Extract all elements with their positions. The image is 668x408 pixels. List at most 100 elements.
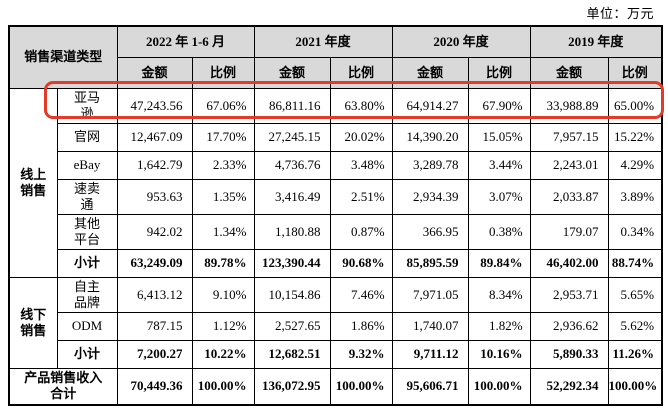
amount-cell: 64,914.27 [391, 88, 469, 124]
amount-cell: 85,895.59 [391, 249, 469, 278]
subtotal-label: 小计 [56, 249, 118, 278]
amount-cell: 2,936.62 [529, 312, 609, 341]
header-period-2022: 2022 年 1-6 月 [116, 25, 255, 58]
subtotal-label: 小计 [56, 340, 118, 369]
ratio-cell: 9.10% [191, 277, 255, 313]
ratio-cell: 9.32% [329, 340, 393, 369]
ratio-cell: 8.34% [467, 277, 531, 313]
table-row-official-site: 官网 12,467.09 17.70% 27,245.15 20.02% 14,… [9, 123, 663, 152]
ratio-cell: 3.89% [607, 179, 663, 215]
header-ratio-2019: 比例 [607, 57, 663, 89]
ratio-cell: 100.00% [467, 368, 531, 405]
ratio-cell: 0.34% [607, 214, 663, 250]
ratio-cell: 1.82% [467, 312, 531, 341]
amount-cell: 7,971.05 [391, 277, 469, 313]
amount-cell: 1,180.88 [253, 214, 331, 250]
channel-label: 自主 品牌 [56, 277, 118, 313]
ratio-cell: 100.00% [329, 368, 393, 405]
ratio-cell: 17.70% [191, 123, 255, 152]
header-amount-2021: 金额 [253, 57, 331, 89]
ratio-cell: 15.05% [467, 123, 531, 152]
ratio-cell: 89.78% [191, 249, 255, 278]
ratio-cell: 67.90% [467, 88, 531, 124]
ratio-cell: 100.00% [607, 368, 663, 405]
ratio-cell: 3.48% [329, 151, 393, 180]
ratio-cell: 67.06% [191, 88, 255, 124]
sales-channel-table-container: 销售渠道类型 2022 年 1-6 月 2021 年度 2020 年度 2019… [8, 25, 664, 406]
channel-label: 速卖 通 [56, 179, 118, 215]
header-row-periods: 销售渠道类型 2022 年 1-6 月 2021 年度 2020 年度 2019… [8, 25, 663, 89]
ratio-cell: 5.62% [607, 312, 663, 341]
ratio-cell: 20.02% [329, 123, 393, 152]
channel-label: 其他 平台 [56, 214, 118, 250]
ratio-cell: 7.46% [329, 277, 393, 313]
ratio-cell: 0.87% [329, 214, 393, 250]
amount-cell: 179.07 [529, 214, 609, 250]
amount-cell: 12,467.09 [116, 123, 193, 152]
ratio-cell: 1.86% [329, 312, 393, 341]
ratio-cell: 2.51% [329, 179, 393, 215]
amount-cell: 95,606.71 [391, 368, 469, 405]
table-row-ebay: eBay 1,642.79 2.33% 4,736.76 3.48% 3,289… [9, 151, 663, 180]
amount-cell: 1,642.79 [116, 151, 193, 180]
header-ratio-2021: 比例 [329, 57, 393, 89]
header-ratio-2020: 比例 [467, 57, 531, 89]
amount-cell: 86,811.16 [253, 88, 331, 124]
ratio-cell: 88.74% [607, 249, 663, 278]
ratio-cell: 10.22% [191, 340, 255, 369]
ratio-cell: 15.22% [607, 123, 663, 152]
table-row-odm: ODM 787.15 1.12% 2,527.65 1.86% 1,740.07… [9, 312, 663, 341]
amount-cell: 4,736.76 [253, 151, 331, 180]
amount-cell: 2,934.39 [391, 179, 469, 215]
amount-cell: 9,711.12 [391, 340, 469, 369]
amount-cell: 953.63 [116, 179, 193, 215]
ratio-cell: 1.35% [191, 179, 255, 215]
ratio-cell: 5.65% [607, 277, 663, 313]
amount-cell: 3,289.78 [391, 151, 469, 180]
amount-cell: 136,072.95 [253, 368, 331, 405]
table-row-online-subtotal: 小计 63,249.09 89.78% 123,390.44 90.68% 85… [9, 249, 663, 278]
ratio-cell: 90.68% [329, 249, 393, 278]
table-row-aliexpress: 速卖 通 953.63 1.35% 3,416.49 2.51% 2,934.3… [9, 179, 663, 215]
amount-cell: 27,245.15 [253, 123, 331, 152]
amount-cell: 7,957.15 [529, 123, 609, 152]
channel-label: 亚马 逊 [56, 88, 118, 124]
amount-cell: 14,390.20 [391, 123, 469, 152]
unit-note: 单位：万元 [586, 6, 654, 21]
ratio-cell: 1.12% [191, 312, 255, 341]
amount-cell: 942.02 [116, 214, 193, 250]
ratio-cell: 100.00% [191, 368, 255, 405]
group-online-sales: 线上 销售 [8, 88, 58, 278]
amount-cell: 2,033.87 [529, 179, 609, 215]
amount-cell: 46,402.00 [529, 249, 609, 278]
amount-cell: 3,416.49 [253, 179, 331, 215]
group-offline-sales: 线下 销售 [8, 277, 58, 369]
ratio-cell: 63.80% [329, 88, 393, 124]
amount-cell: 10,154.86 [253, 277, 331, 313]
channel-label: ODM [56, 312, 118, 341]
amount-cell: 2,527.65 [253, 312, 331, 341]
header-amount-2020: 金额 [391, 57, 469, 89]
header-period-2019: 2019 年度 [529, 25, 663, 58]
amount-cell: 63,249.09 [116, 249, 193, 278]
amount-cell: 7,200.27 [116, 340, 193, 369]
header-amount-2019: 金额 [529, 57, 609, 89]
grand-total-label: 产品销售收入 合计 [8, 368, 118, 405]
amount-cell: 52,292.34 [529, 368, 609, 405]
table-row-offline-subtotal: 小计 7,200.27 10.22% 12,682.51 9.32% 9,711… [9, 340, 663, 369]
amount-cell: 123,390.44 [253, 249, 331, 278]
amount-cell: 787.15 [116, 312, 193, 341]
amount-cell: 2,243.01 [529, 151, 609, 180]
table-row-other-platforms: 其他 平台 942.02 1.34% 1,180.88 0.87% 366.95… [9, 214, 663, 250]
ratio-cell: 4.29% [607, 151, 663, 180]
sales-channel-table: 销售渠道类型 2022 年 1-6 月 2021 年度 2020 年度 2019… [8, 25, 664, 406]
channel-label: 官网 [56, 123, 118, 152]
ratio-cell: 10.16% [467, 340, 531, 369]
ratio-cell: 1.34% [191, 214, 255, 250]
amount-cell: 6,413.12 [116, 277, 193, 313]
amount-cell: 12,682.51 [253, 340, 331, 369]
channel-label: eBay [56, 151, 118, 180]
ratio-cell: 3.44% [467, 151, 531, 180]
header-ratio-2022: 比例 [191, 57, 255, 89]
amount-cell: 47,243.56 [116, 88, 193, 124]
